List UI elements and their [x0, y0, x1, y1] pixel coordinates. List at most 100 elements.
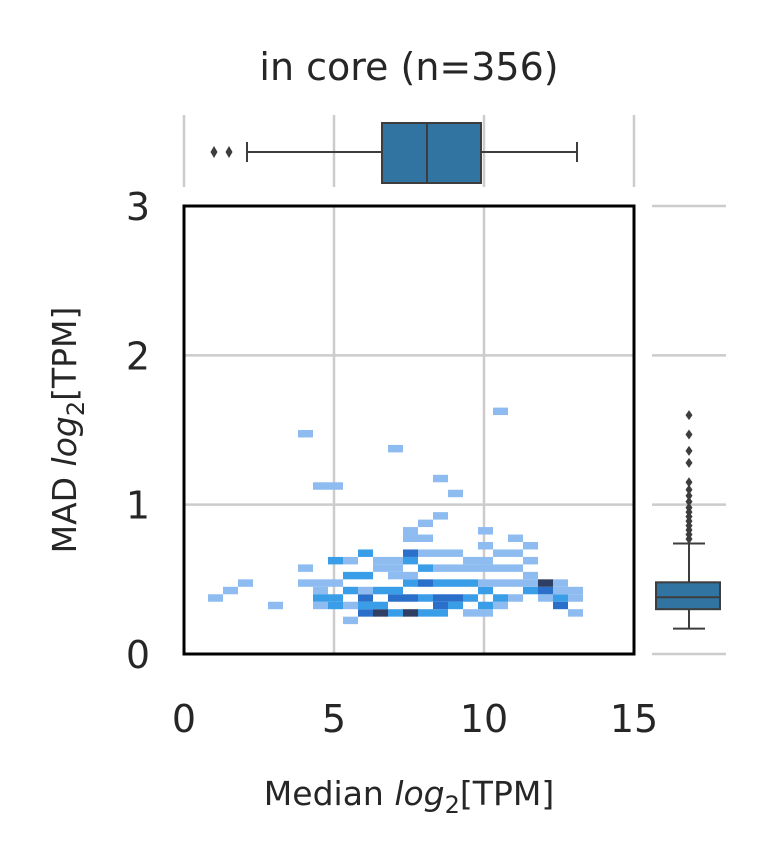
histogram-bin [493, 594, 508, 602]
histogram-bin [478, 579, 493, 587]
histogram-bin [433, 512, 448, 520]
histogram-bin [238, 579, 253, 587]
right-outlier [685, 477, 693, 488]
y-tick-label: 1 [126, 484, 150, 528]
histogram-bin [448, 549, 463, 557]
histogram-bin [418, 564, 433, 572]
histogram-bin [388, 556, 403, 565]
histogram-bin [433, 601, 448, 610]
right-outlier [685, 496, 693, 507]
histogram-bin [433, 474, 448, 483]
x-tick-label: 0 [172, 697, 196, 741]
histogram-bin [358, 594, 373, 602]
histogram-bin [478, 564, 493, 572]
histogram-bin [388, 564, 403, 572]
histogram-bin [388, 594, 403, 602]
y-tick-label: 0 [126, 633, 150, 677]
histogram-bin [433, 549, 448, 557]
plot-frame [182, 204, 636, 656]
histogram-bin [313, 482, 328, 490]
y-tick-label: 3 [126, 185, 150, 229]
histogram-bin [553, 601, 568, 610]
y-tick-label: 2 [126, 334, 150, 378]
histogram-bin [448, 601, 463, 610]
histogram-bin [523, 542, 538, 550]
histogram-bin [403, 527, 418, 535]
right-outlier [685, 445, 693, 456]
histogram-bin [568, 586, 583, 595]
right-outlier [685, 429, 693, 440]
x-tick-labels: 0 5 10 15 [172, 697, 658, 741]
histogram-bin [373, 601, 388, 610]
histogram-bin [508, 594, 523, 602]
histogram-bin [538, 594, 553, 602]
histogram-bin [298, 564, 313, 572]
histogram-bin [463, 594, 478, 602]
top-outlier [210, 146, 218, 158]
histogram-bin [403, 549, 418, 557]
histogram-bin [373, 556, 388, 565]
histogram-bin [328, 601, 343, 610]
histogram-bin [388, 444, 403, 453]
histogram-bin [493, 601, 508, 610]
histogram-bin [358, 549, 373, 557]
histogram-bin [553, 594, 568, 602]
histogram-bin [568, 594, 583, 602]
histogram-bin [403, 579, 418, 587]
top-outlier [225, 146, 233, 158]
histogram-bin [493, 564, 508, 572]
histogram-bin [478, 609, 493, 617]
x-tick-label: 5 [322, 697, 346, 741]
histogram-bin [463, 564, 478, 572]
histogram-bin [478, 542, 493, 550]
histogram-bin [418, 579, 433, 587]
histogram-bin [403, 534, 418, 542]
histogram-bin [313, 586, 328, 595]
histogram-bin [313, 601, 328, 610]
histogram-bin [208, 594, 223, 602]
histogram-bin [388, 609, 403, 617]
histogram-bin [418, 609, 433, 617]
chart-title: in core (n=356) [259, 45, 558, 89]
histogram-bin [358, 609, 373, 617]
histogram-bin [478, 556, 493, 565]
histogram-bin [478, 527, 493, 535]
histogram-bin [418, 519, 433, 528]
histogram-bin [508, 579, 523, 587]
histogram-bin [373, 564, 388, 572]
histogram-bin [523, 556, 538, 565]
histogram-bin [403, 556, 418, 565]
histogram-bin [418, 534, 433, 542]
histogram-bin [538, 579, 553, 587]
histogram-bin [373, 609, 388, 617]
histogram-bin [553, 579, 568, 587]
histogram-bin [448, 579, 463, 587]
histogram-bin [403, 609, 418, 617]
histogram-bin [313, 594, 328, 602]
histogram-bin [403, 594, 418, 602]
histogram-bin [358, 571, 373, 580]
histogram-bin [373, 586, 388, 595]
histogram-bin [268, 601, 283, 610]
histogram-bins [208, 407, 583, 625]
histogram-bin [463, 609, 478, 617]
histogram-bin [358, 586, 373, 595]
histogram-bin [493, 549, 508, 557]
histogram-bin [463, 579, 478, 587]
histogram-bin [343, 586, 358, 595]
histogram-bin [298, 579, 313, 587]
histogram-bin [538, 586, 553, 595]
histogram-bin [343, 616, 358, 625]
histogram-bin [313, 579, 328, 587]
histogram-bin [388, 586, 403, 595]
histogram-bin [343, 571, 358, 580]
histogram-bin [463, 556, 478, 565]
histogram-bin [508, 549, 523, 557]
histogram-bin [448, 489, 463, 498]
histogram-bin [508, 534, 523, 542]
x-axis-label: Median log2[TPM] [264, 774, 554, 819]
histogram-bin [223, 586, 238, 595]
right-marginal-boxplot [652, 204, 726, 656]
top-marginal-boxplot [182, 115, 636, 187]
